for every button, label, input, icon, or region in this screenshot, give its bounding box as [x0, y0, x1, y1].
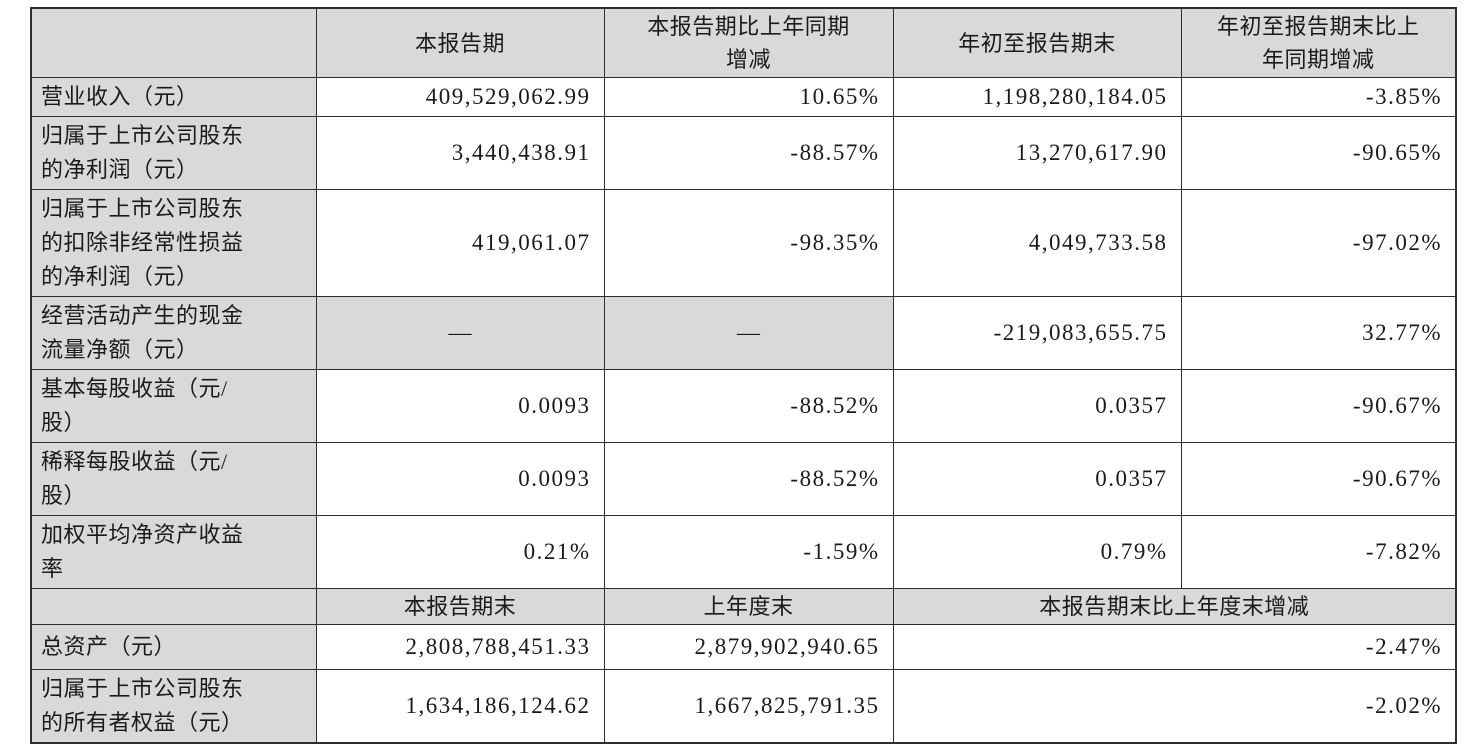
- total-assets-change: -2.47%: [892, 624, 1457, 670]
- table-row-diluted-eps: 稀释每股收益（元/ 股） 0.0093 -88.52% 0.0357 -90.6…: [30, 442, 1457, 516]
- revenue-ytd-yoy-change: -3.85%: [1180, 77, 1457, 117]
- cash-flow-ytd-yoy-change: 32.77%: [1180, 296, 1457, 370]
- subheader-period-end: 本报告期末: [315, 588, 605, 625]
- equity-prior-year-end: 1,667,825,791.35: [603, 669, 894, 744]
- header-blank-cell: [30, 7, 317, 78]
- roe-ytd-yoy-change: -7.82%: [1180, 515, 1457, 589]
- table-row-total-assets: 总资产（元） 2,808,788,451.33 2,879,902,940.65…: [30, 624, 1457, 670]
- cash-flow-current-period-dash: —: [315, 296, 605, 370]
- diluted-eps-year-to-date: 0.0357: [892, 442, 1182, 516]
- table-row-net-profit: 归属于上市公司股东 的净利润（元） 3,440,438.91 -88.57% 1…: [30, 116, 1457, 190]
- basic-eps-ytd-yoy-change: -90.67%: [1180, 369, 1457, 443]
- row-label-revenue: 营业收入（元）: [30, 77, 317, 117]
- roe-current-period: 0.21%: [315, 515, 605, 589]
- net-profit-excl-current-period: 419,061.07: [315, 189, 605, 297]
- subheader-row: 本报告期末 上年度末 本报告期末比上年度末增减: [30, 588, 1457, 625]
- row-label-equity: 归属于上市公司股东 的所有者权益（元）: [30, 669, 317, 744]
- row-label-total-assets: 总资产（元）: [30, 624, 317, 670]
- equity-period-end: 1,634,186,124.62: [315, 669, 605, 744]
- row-label-operating-cash-flow: 经营活动产生的现金 流量净额（元）: [30, 296, 317, 370]
- row-label-net-profit-excl-nonrecurring: 归属于上市公司股东 的扣除非经常性损益 的净利润（元）: [30, 189, 317, 297]
- revenue-current-period: 409,529,062.99: [315, 77, 605, 117]
- row-label-diluted-eps: 稀释每股收益（元/ 股）: [30, 442, 317, 516]
- table-row-equity: 归属于上市公司股东 的所有者权益（元） 1,634,186,124.62 1,6…: [30, 669, 1457, 744]
- net-profit-year-to-date: 13,270,617.90: [892, 116, 1182, 190]
- row-label-net-profit: 归属于上市公司股东 的净利润（元）: [30, 116, 317, 190]
- diluted-eps-current-period: 0.0093: [315, 442, 605, 516]
- cash-flow-year-to-date: -219,083,655.75: [892, 296, 1182, 370]
- subheader-prior-year-end: 上年度末: [603, 588, 894, 625]
- header-current-period: 本报告期: [315, 7, 605, 78]
- basic-eps-year-to-date: 0.0357: [892, 369, 1182, 443]
- table-row-net-profit-excl-nonrecurring: 归属于上市公司股东 的扣除非经常性损益 的净利润（元） 419,061.07 -…: [30, 189, 1457, 297]
- diluted-eps-ytd-yoy-change: -90.67%: [1180, 442, 1457, 516]
- cash-flow-yoy-change-dash: —: [603, 296, 894, 370]
- row-label-weighted-avg-roe: 加权平均净资产收益 率: [30, 515, 317, 589]
- revenue-year-to-date: 1,198,280,184.05: [892, 77, 1182, 117]
- total-assets-prior-year-end: 2,879,902,940.65: [603, 624, 894, 670]
- header-year-to-date: 年初至报告期末: [892, 7, 1182, 78]
- header-row: 本报告期 本报告期比上年同期 增减 年初至报告期末 年初至报告期末比上 年同期增…: [30, 7, 1457, 78]
- table-row-basic-eps: 基本每股收益（元/ 股） 0.0093 -88.52% 0.0357 -90.6…: [30, 369, 1457, 443]
- row-label-basic-eps: 基本每股收益（元/ 股）: [30, 369, 317, 443]
- revenue-yoy-change: 10.65%: [603, 77, 894, 117]
- net-profit-excl-year-to-date: 4,049,733.58: [892, 189, 1182, 297]
- basic-eps-yoy-change: -88.52%: [603, 369, 894, 443]
- net-profit-excl-yoy-change: -98.35%: [603, 189, 894, 297]
- net-profit-current-period: 3,440,438.91: [315, 116, 605, 190]
- roe-year-to-date: 0.79%: [892, 515, 1182, 589]
- header-yoy-change: 本报告期比上年同期 增减: [603, 7, 894, 78]
- net-profit-yoy-change: -88.57%: [603, 116, 894, 190]
- table-row-weighted-avg-roe: 加权平均净资产收益 率 0.21% -1.59% 0.79% -7.82%: [30, 515, 1457, 589]
- roe-yoy-change: -1.59%: [603, 515, 894, 589]
- header-ytd-yoy-change: 年初至报告期末比上 年同期增减: [1180, 7, 1457, 78]
- net-profit-excl-ytd-yoy-change: -97.02%: [1180, 189, 1457, 297]
- table-row-revenue: 营业收入（元） 409,529,062.99 10.65% 1,198,280,…: [30, 77, 1457, 117]
- table-row-operating-cash-flow: 经营活动产生的现金 流量净额（元） — — -219,083,655.75 32…: [30, 296, 1457, 370]
- financial-summary-table: 本报告期 本报告期比上年同期 增减 年初至报告期末 年初至报告期末比上 年同期增…: [30, 7, 1457, 744]
- subheader-change-vs-prior-year-end: 本报告期末比上年度末增减: [892, 588, 1457, 625]
- diluted-eps-yoy-change: -88.52%: [603, 442, 894, 516]
- total-assets-period-end: 2,808,788,451.33: [315, 624, 605, 670]
- basic-eps-current-period: 0.0093: [315, 369, 605, 443]
- subheader-blank-cell: [30, 588, 317, 625]
- equity-change: -2.02%: [892, 669, 1457, 744]
- net-profit-ytd-yoy-change: -90.65%: [1180, 116, 1457, 190]
